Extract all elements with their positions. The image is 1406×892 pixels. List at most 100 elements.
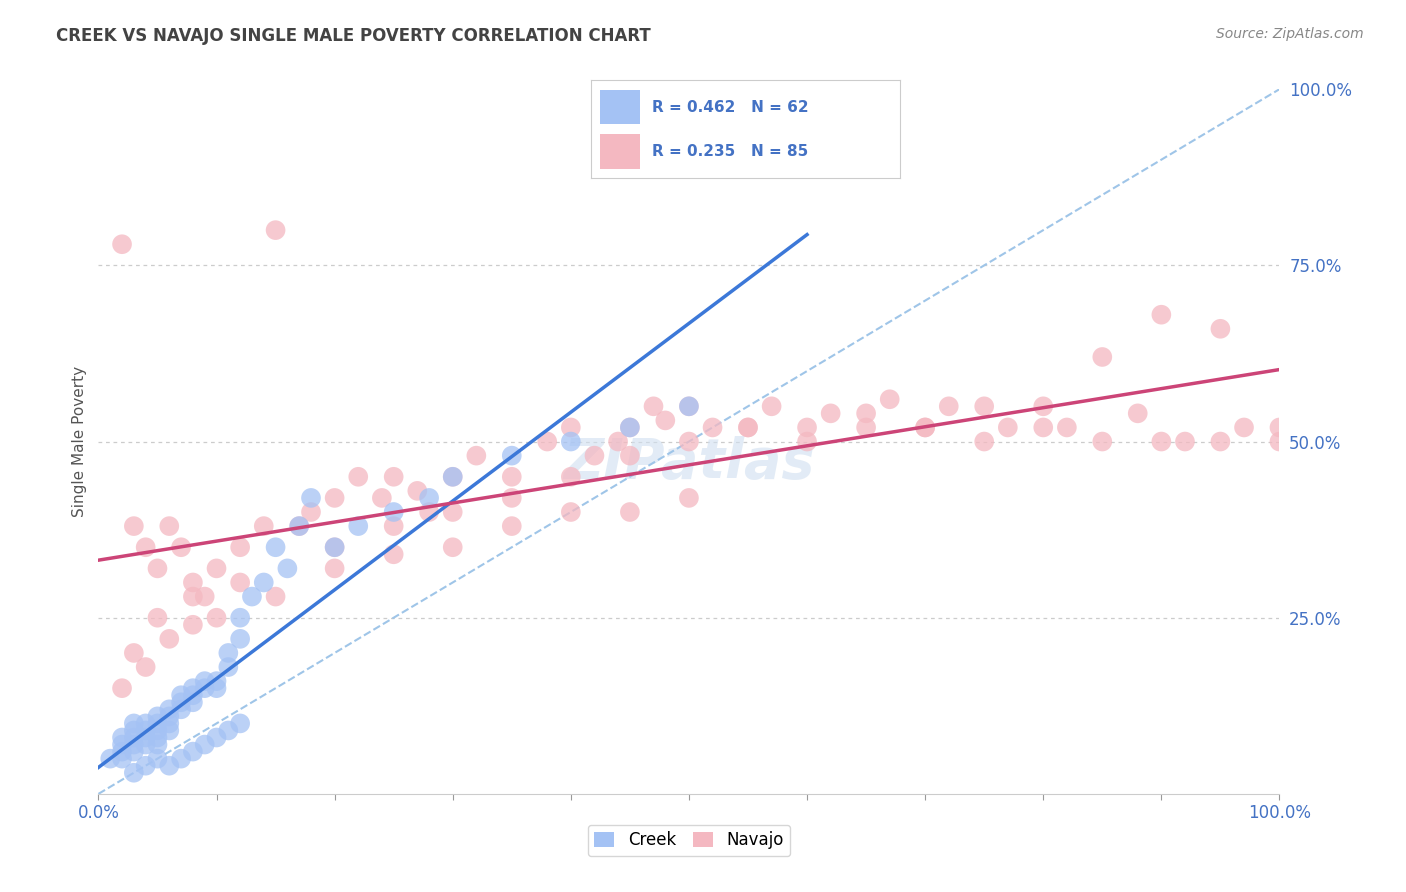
Point <box>371 491 394 505</box>
Bar <box>600 90 640 124</box>
Point <box>181 695 204 709</box>
Point <box>111 738 134 752</box>
Point <box>111 751 134 765</box>
Point <box>205 731 228 745</box>
Point <box>1126 406 1149 420</box>
Text: R = 0.235   N = 85: R = 0.235 N = 85 <box>652 144 808 159</box>
Point <box>194 738 217 752</box>
Point <box>560 420 582 434</box>
Point <box>264 590 287 604</box>
Point <box>264 223 287 237</box>
Point <box>855 420 877 434</box>
Point <box>938 399 960 413</box>
Point <box>181 688 204 702</box>
Point <box>855 406 877 420</box>
Point <box>111 237 134 252</box>
Point <box>146 738 169 752</box>
Point <box>253 575 276 590</box>
Point <box>619 449 641 463</box>
Point <box>323 561 346 575</box>
Point <box>501 469 523 483</box>
Point <box>146 709 169 723</box>
Point <box>678 399 700 413</box>
Point <box>619 420 641 434</box>
Point <box>194 590 217 604</box>
Point <box>441 469 464 483</box>
Point <box>146 561 169 575</box>
Point <box>229 716 252 731</box>
Point <box>217 660 239 674</box>
Point <box>253 519 276 533</box>
Point <box>146 731 169 745</box>
Point <box>406 483 429 498</box>
Point <box>702 420 724 434</box>
Point <box>229 632 252 646</box>
Point <box>654 413 676 427</box>
Point <box>1268 434 1291 449</box>
Point <box>678 434 700 449</box>
Point <box>170 702 193 716</box>
Point <box>157 702 180 716</box>
Point <box>157 716 180 731</box>
Point <box>1056 420 1078 434</box>
Point <box>205 681 228 696</box>
Point <box>181 617 204 632</box>
Point <box>170 688 193 702</box>
Point <box>264 540 287 554</box>
Point <box>217 646 239 660</box>
Point <box>418 505 440 519</box>
Point <box>122 731 145 745</box>
Point <box>146 751 169 765</box>
Point <box>323 540 346 554</box>
Point <box>737 420 759 434</box>
Point <box>583 449 606 463</box>
Point <box>465 449 488 463</box>
Point <box>973 434 995 449</box>
Point <box>914 420 936 434</box>
Point <box>501 449 523 463</box>
Point <box>205 610 228 624</box>
Point <box>122 646 145 660</box>
Point <box>157 723 180 738</box>
Text: R = 0.462   N = 62: R = 0.462 N = 62 <box>652 100 808 115</box>
Point <box>288 519 311 533</box>
Point <box>501 519 523 533</box>
Point <box>678 491 700 505</box>
Point <box>643 399 665 413</box>
Point <box>914 420 936 434</box>
Point <box>135 758 157 772</box>
Point <box>973 399 995 413</box>
Point <box>157 709 180 723</box>
Point <box>1032 399 1054 413</box>
Point <box>98 751 121 765</box>
Point <box>122 765 145 780</box>
Legend: Creek, Navajo: Creek, Navajo <box>588 825 790 856</box>
Point <box>1233 420 1256 434</box>
Point <box>135 540 157 554</box>
Point <box>619 420 641 434</box>
Point <box>1209 322 1232 336</box>
Point <box>1091 350 1114 364</box>
Point <box>194 674 217 689</box>
Point <box>229 540 252 554</box>
Point <box>501 491 523 505</box>
Point <box>1174 434 1197 449</box>
Bar <box>600 134 640 169</box>
Point <box>737 420 759 434</box>
Point <box>146 716 169 731</box>
Point <box>122 716 145 731</box>
Point <box>820 406 842 420</box>
Point <box>879 392 901 407</box>
Point <box>560 505 582 519</box>
Point <box>796 420 818 434</box>
Point <box>240 590 263 604</box>
Text: CREEK VS NAVAJO SINGLE MALE POVERTY CORRELATION CHART: CREEK VS NAVAJO SINGLE MALE POVERTY CORR… <box>56 27 651 45</box>
Point <box>111 731 134 745</box>
Point <box>1209 434 1232 449</box>
Point <box>441 540 464 554</box>
Point <box>122 519 145 533</box>
Point <box>997 420 1019 434</box>
Point <box>323 491 346 505</box>
Text: ZIPatlas: ZIPatlas <box>564 435 814 490</box>
Point <box>181 590 204 604</box>
